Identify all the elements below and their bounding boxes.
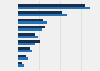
Bar bbox=[18, 4, 85, 7]
Bar bbox=[18, 50, 32, 52]
Bar bbox=[18, 33, 35, 36]
Bar bbox=[18, 26, 45, 28]
Bar bbox=[18, 7, 90, 9]
Bar bbox=[18, 57, 28, 60]
Bar bbox=[18, 14, 67, 16]
Bar bbox=[18, 43, 35, 45]
Bar bbox=[18, 11, 62, 14]
Bar bbox=[18, 47, 30, 50]
Bar bbox=[18, 64, 24, 67]
Bar bbox=[18, 55, 26, 57]
Bar bbox=[18, 36, 38, 38]
Bar bbox=[18, 40, 40, 43]
Bar bbox=[18, 19, 43, 21]
Bar bbox=[18, 28, 42, 31]
Bar bbox=[18, 21, 48, 24]
Bar bbox=[18, 62, 22, 64]
